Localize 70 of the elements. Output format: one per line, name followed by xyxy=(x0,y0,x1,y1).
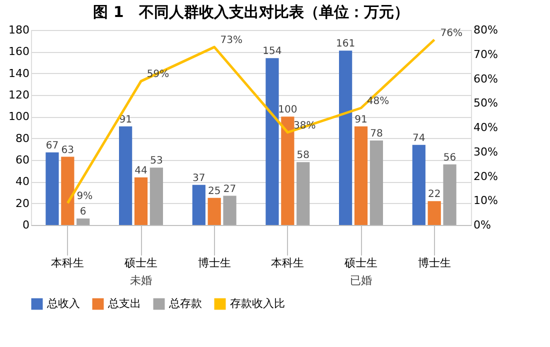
data-label: 76% xyxy=(440,28,462,39)
data-label: 100 xyxy=(278,104,298,116)
bar xyxy=(208,198,221,225)
bar xyxy=(119,126,132,225)
data-label: 161 xyxy=(336,38,356,50)
bar xyxy=(76,218,90,225)
data-label: 6 xyxy=(80,206,86,218)
data-label: 44 xyxy=(134,165,148,176)
data-label: 63 xyxy=(61,144,74,156)
legend-label: 总支出 xyxy=(107,297,141,310)
x-tick-label: 本科生 xyxy=(51,256,84,270)
bar xyxy=(266,58,279,225)
y-tick-label: 20 xyxy=(16,196,30,210)
bar xyxy=(428,201,441,225)
y-tick-label: 140 xyxy=(8,66,30,80)
y2-tick-label: 40% xyxy=(474,121,498,134)
y2-tick-label: 10% xyxy=(474,194,498,208)
bar xyxy=(150,168,163,225)
data-label: 27 xyxy=(223,184,236,195)
y2-tick-label: 60% xyxy=(474,72,498,86)
bar xyxy=(443,164,456,225)
x-tick-label: 博士生 xyxy=(198,256,231,270)
y-tick-label: 0 xyxy=(22,218,30,232)
y-tick-label: 100 xyxy=(8,110,30,124)
data-label: 73% xyxy=(220,35,242,46)
bar xyxy=(134,177,148,225)
bar xyxy=(412,144,426,225)
x-tick-label: 博士生 xyxy=(418,256,451,270)
data-label: 78 xyxy=(370,128,383,140)
y-tick-label: 60 xyxy=(16,154,30,166)
x-tick-label: 硕士生 xyxy=(344,256,378,270)
chart-title: 图 1 不同人群收入支出对比表（单位：万元） xyxy=(93,3,409,21)
y2-tick-label: 0% xyxy=(474,218,491,232)
data-label: 37 xyxy=(192,172,206,184)
legend-label: 总存款 xyxy=(168,297,202,310)
data-label: 154 xyxy=(262,46,282,58)
data-label: 58 xyxy=(296,150,310,162)
y-tick-label: 180 xyxy=(8,24,30,36)
data-label: 9% xyxy=(76,191,93,202)
data-label: 53 xyxy=(150,156,163,167)
bar xyxy=(339,50,352,225)
text: 未婚 xyxy=(130,274,152,287)
data-label: 91 xyxy=(354,114,368,126)
legend-label: 存款收入比 xyxy=(230,297,285,310)
y2-tick-label: 80% xyxy=(474,24,498,36)
bar xyxy=(370,140,383,225)
y2-tick-label: 20% xyxy=(474,170,498,183)
y-tick-label: 120 xyxy=(8,88,30,102)
legend-label: 总收入 xyxy=(46,297,80,310)
y2-tick-label: 70% xyxy=(474,48,498,61)
x-tick-label: 硕士生 xyxy=(124,256,158,270)
y2-tick-label: 50% xyxy=(474,96,498,110)
bar xyxy=(61,156,74,225)
data-label: 67 xyxy=(46,140,59,152)
y2-tick-label: 30% xyxy=(474,145,498,158)
bar xyxy=(354,126,368,225)
bar xyxy=(223,196,236,225)
y-tick-label: 80 xyxy=(16,132,30,145)
bar xyxy=(296,162,310,225)
data-label: 25 xyxy=(208,186,221,197)
data-label: 74 xyxy=(412,132,426,144)
x-tick-label: 本科生 xyxy=(271,256,304,270)
bar xyxy=(281,116,294,225)
data-label: 56 xyxy=(443,152,456,164)
data-label: 22 xyxy=(428,189,441,200)
y-tick-label: 40 xyxy=(16,175,30,188)
y-tick-label: 160 xyxy=(8,45,30,58)
text: 已婚 xyxy=(350,274,372,287)
bar xyxy=(192,184,206,225)
bar xyxy=(46,152,59,225)
